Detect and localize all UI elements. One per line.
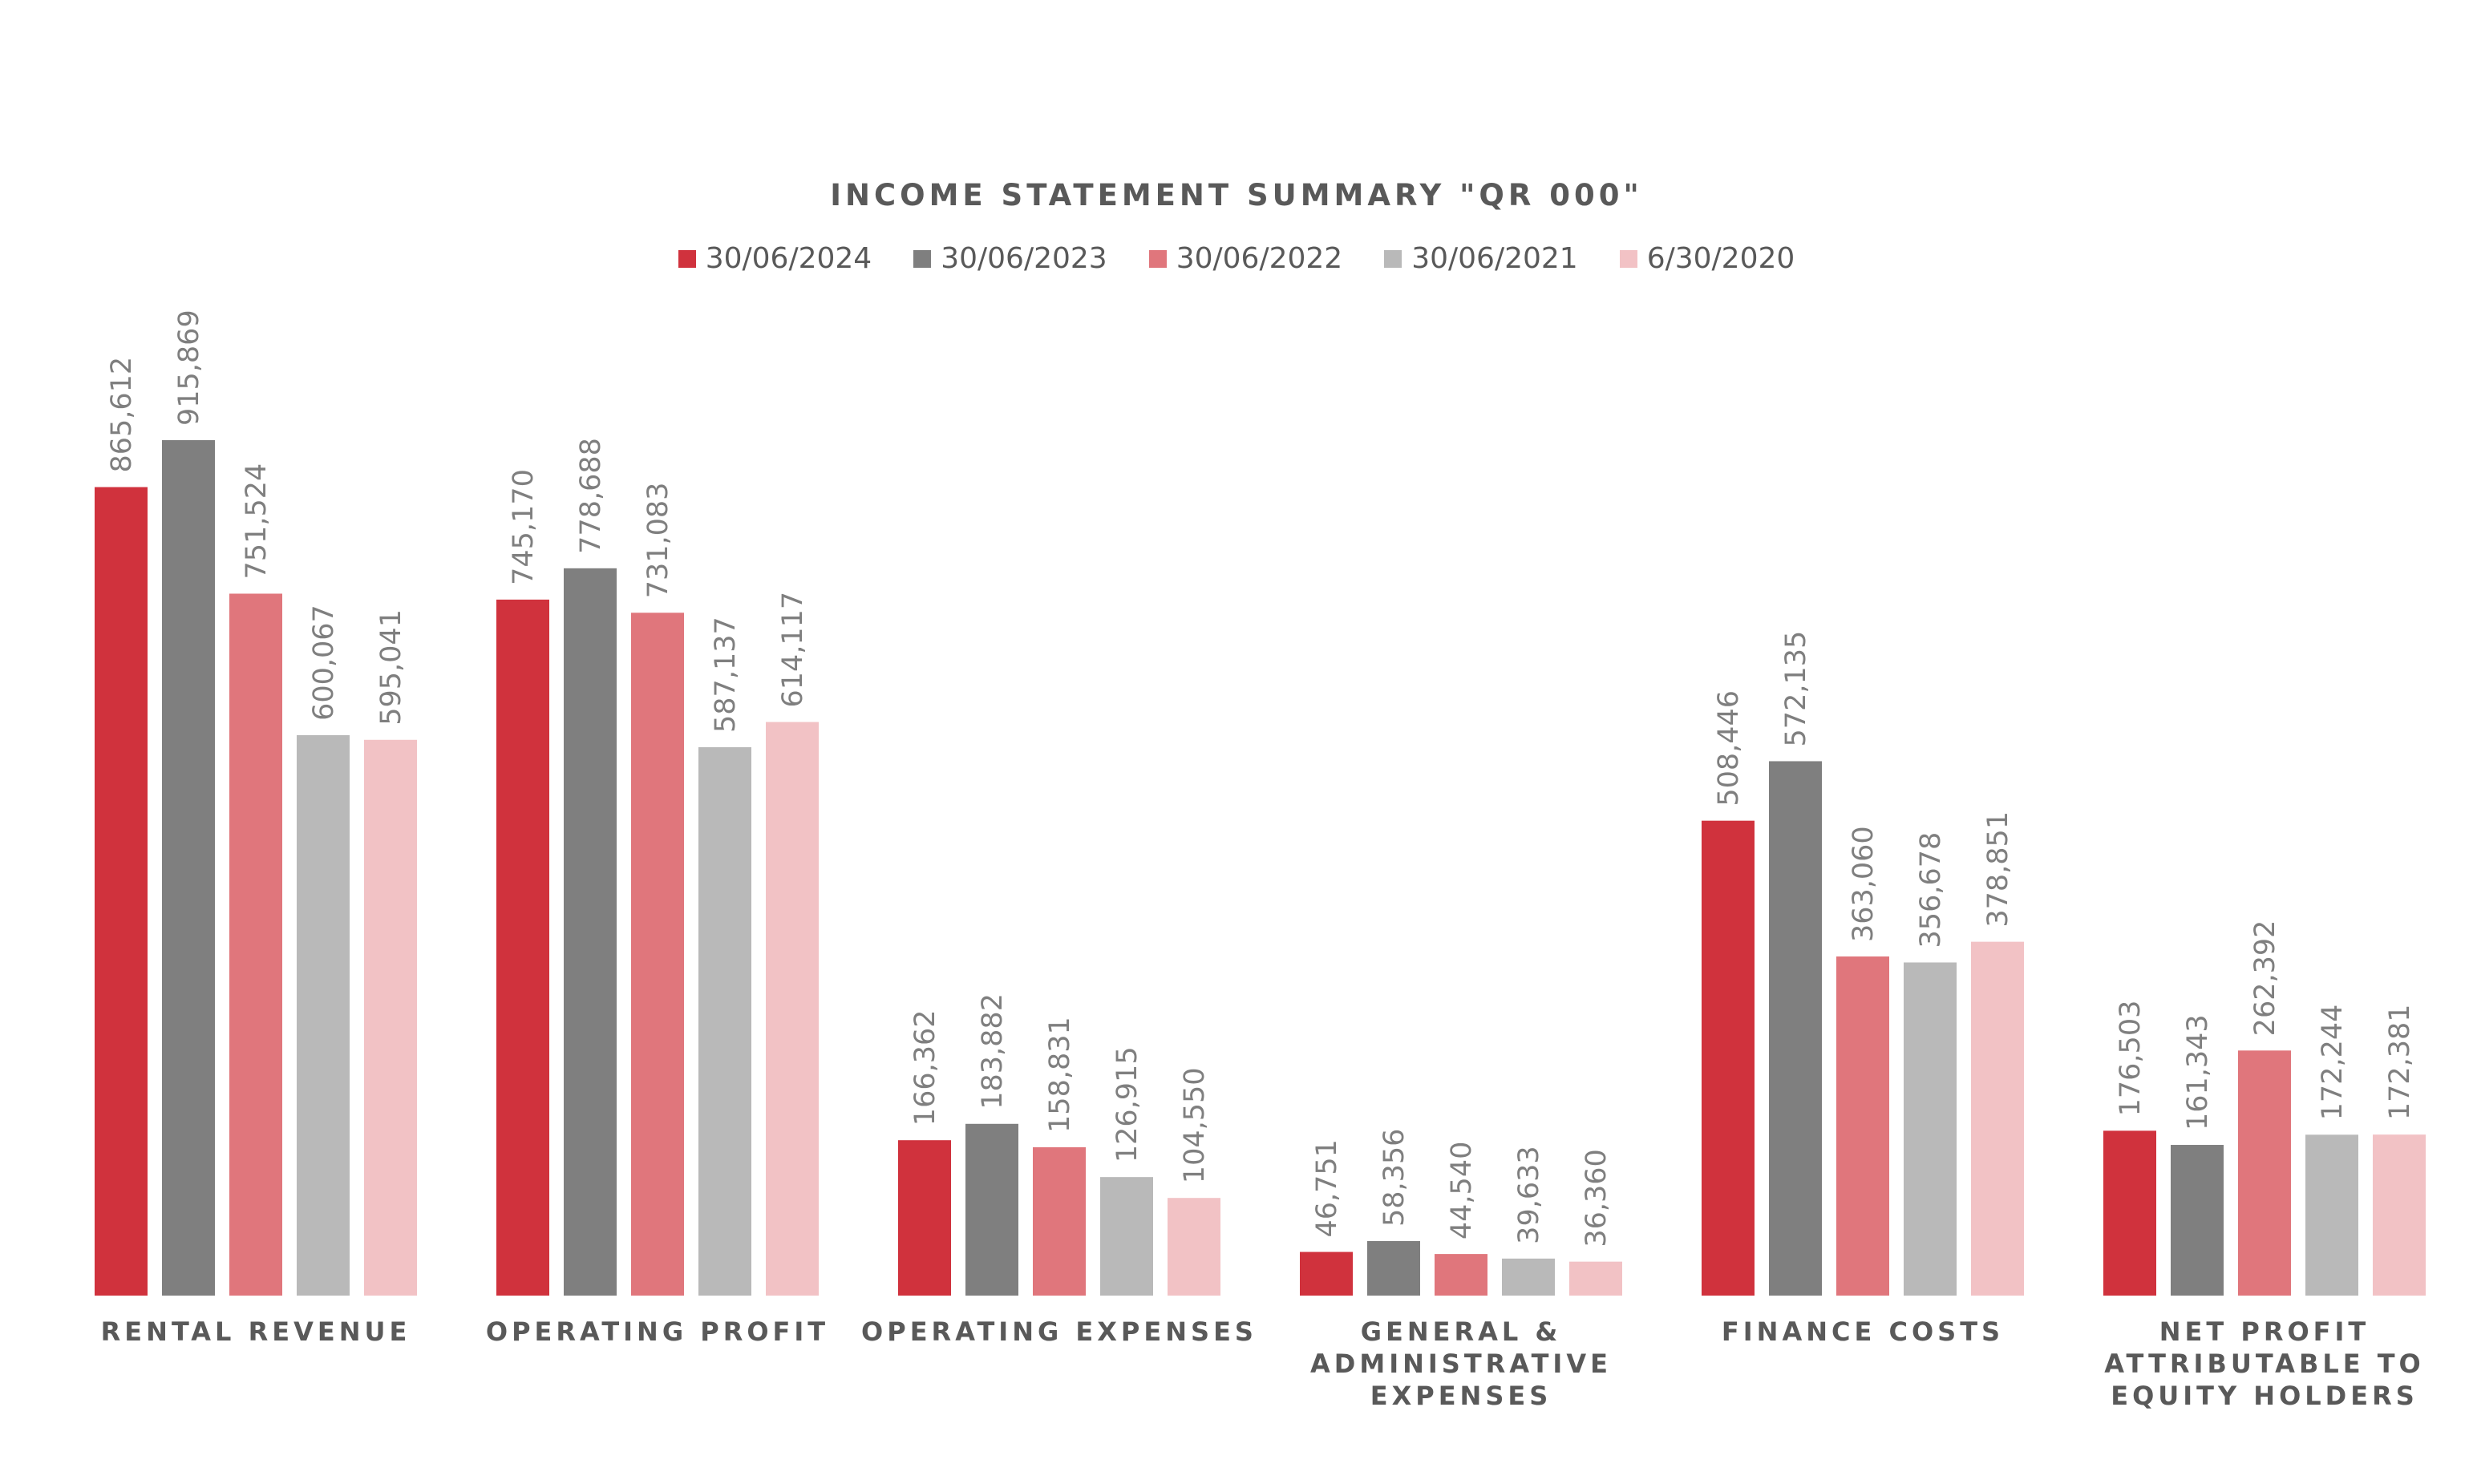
- legend-swatch: [678, 249, 696, 268]
- bar: [766, 722, 819, 1296]
- bar: [1836, 956, 1889, 1296]
- bar: [1168, 1198, 1220, 1296]
- category-label: OPERATING EXPENSES: [861, 1316, 1257, 1347]
- bar: [496, 599, 549, 1296]
- data-label: 126,915: [1111, 1046, 1143, 1163]
- bar: [297, 734, 350, 1296]
- data-label: 915,869: [173, 309, 205, 426]
- data-label: 778,688: [575, 438, 607, 554]
- data-label: 600,067: [308, 605, 340, 721]
- data-label: 104,550: [1179, 1067, 1211, 1183]
- data-label: 865,612: [106, 357, 138, 473]
- data-label: 44,540: [1446, 1142, 1478, 1239]
- category-label: FINANCE COSTS: [1722, 1316, 2004, 1347]
- data-label: 595,041: [375, 609, 407, 726]
- data-label: 183,882: [977, 993, 1009, 1110]
- category-label: RENTAL REVENUE: [101, 1316, 411, 1347]
- data-label: 161,343: [2182, 1014, 2214, 1130]
- legend-swatch: [1148, 249, 1167, 268]
- legend: 30/06/2024 30/06/2023 30/06/2022 30/06/2021…: [0, 242, 2473, 275]
- bar: [2171, 1145, 2224, 1296]
- bar: [564, 568, 617, 1296]
- bar: [95, 487, 148, 1296]
- data-label: 614,117: [777, 592, 809, 708]
- legend-item: 30/06/2023: [913, 242, 1107, 275]
- data-label: 587,137: [710, 617, 742, 733]
- data-label: 166,362: [909, 1009, 941, 1126]
- bar: [698, 746, 751, 1296]
- bar: [162, 440, 215, 1296]
- legend-label: 30/06/2022: [1176, 242, 1343, 275]
- data-label: 172,381: [2384, 1004, 2416, 1120]
- bar: [1435, 1254, 1487, 1296]
- legend-item: 30/06/2021: [1384, 242, 1578, 275]
- legend-label: 30/06/2024: [705, 242, 872, 275]
- data-label: 46,751: [1311, 1139, 1343, 1237]
- data-label: 172,244: [2317, 1005, 2349, 1121]
- data-label: 572,135: [1780, 631, 1812, 747]
- bar: [364, 739, 417, 1296]
- bar: [2238, 1050, 2291, 1296]
- bar: [2373, 1134, 2426, 1296]
- data-label: 39,633: [1513, 1146, 1545, 1243]
- bar: [965, 1123, 1018, 1296]
- bar: [1100, 1177, 1153, 1296]
- bar: [1904, 962, 1957, 1296]
- data-label: 731,083: [642, 483, 674, 599]
- legend-swatch: [1619, 249, 1637, 268]
- data-label: 508,446: [1713, 690, 1745, 807]
- bar: [1367, 1241, 1420, 1296]
- data-label: 745,170: [508, 469, 540, 585]
- data-label: 751,524: [241, 463, 273, 580]
- data-label: 158,831: [1044, 1017, 1076, 1133]
- legend-item: 30/06/2024: [678, 242, 872, 275]
- bar: [1502, 1258, 1555, 1296]
- bar: [229, 593, 282, 1296]
- legend-swatch: [1384, 249, 1402, 268]
- legend-item: 30/06/2022: [1148, 242, 1343, 275]
- data-label: 363,060: [1848, 826, 1880, 942]
- category-label: OPERATING PROFIT: [486, 1316, 829, 1347]
- data-label: 176,503: [2115, 1001, 2147, 1117]
- bar: [1300, 1251, 1353, 1296]
- category-label: GENERAL & ADMINISTRATIVE EXPENSES: [1310, 1316, 1612, 1411]
- bar: [631, 613, 684, 1296]
- bar: [1033, 1146, 1086, 1296]
- bar: [2103, 1130, 2156, 1296]
- chart-title: INCOME STATEMENT SUMMARY "QR 000": [830, 178, 1643, 212]
- data-label: 378,851: [1982, 811, 2014, 928]
- bar: [1569, 1261, 1622, 1296]
- bar: [1769, 761, 1822, 1296]
- data-label: 262,392: [2249, 920, 2281, 1037]
- legend-label: 6/30/2020: [1646, 242, 1795, 275]
- legend-label: 30/06/2021: [1411, 242, 1578, 275]
- bar: [1702, 820, 1755, 1296]
- legend-label: 30/06/2023: [941, 242, 1107, 275]
- category-label: NET PROFIT ATTRIBUTABLE TO EQUITY HOLDERS: [2104, 1316, 2425, 1411]
- legend-swatch: [913, 249, 932, 268]
- legend-item: 6/30/2020: [1619, 242, 1795, 275]
- bar: [1971, 941, 2024, 1296]
- data-label: 36,360: [1581, 1149, 1613, 1247]
- data-label: 58,356: [1378, 1129, 1411, 1227]
- bar: [2305, 1134, 2358, 1296]
- data-label: 356,678: [1915, 832, 1947, 948]
- bar: [898, 1140, 951, 1296]
